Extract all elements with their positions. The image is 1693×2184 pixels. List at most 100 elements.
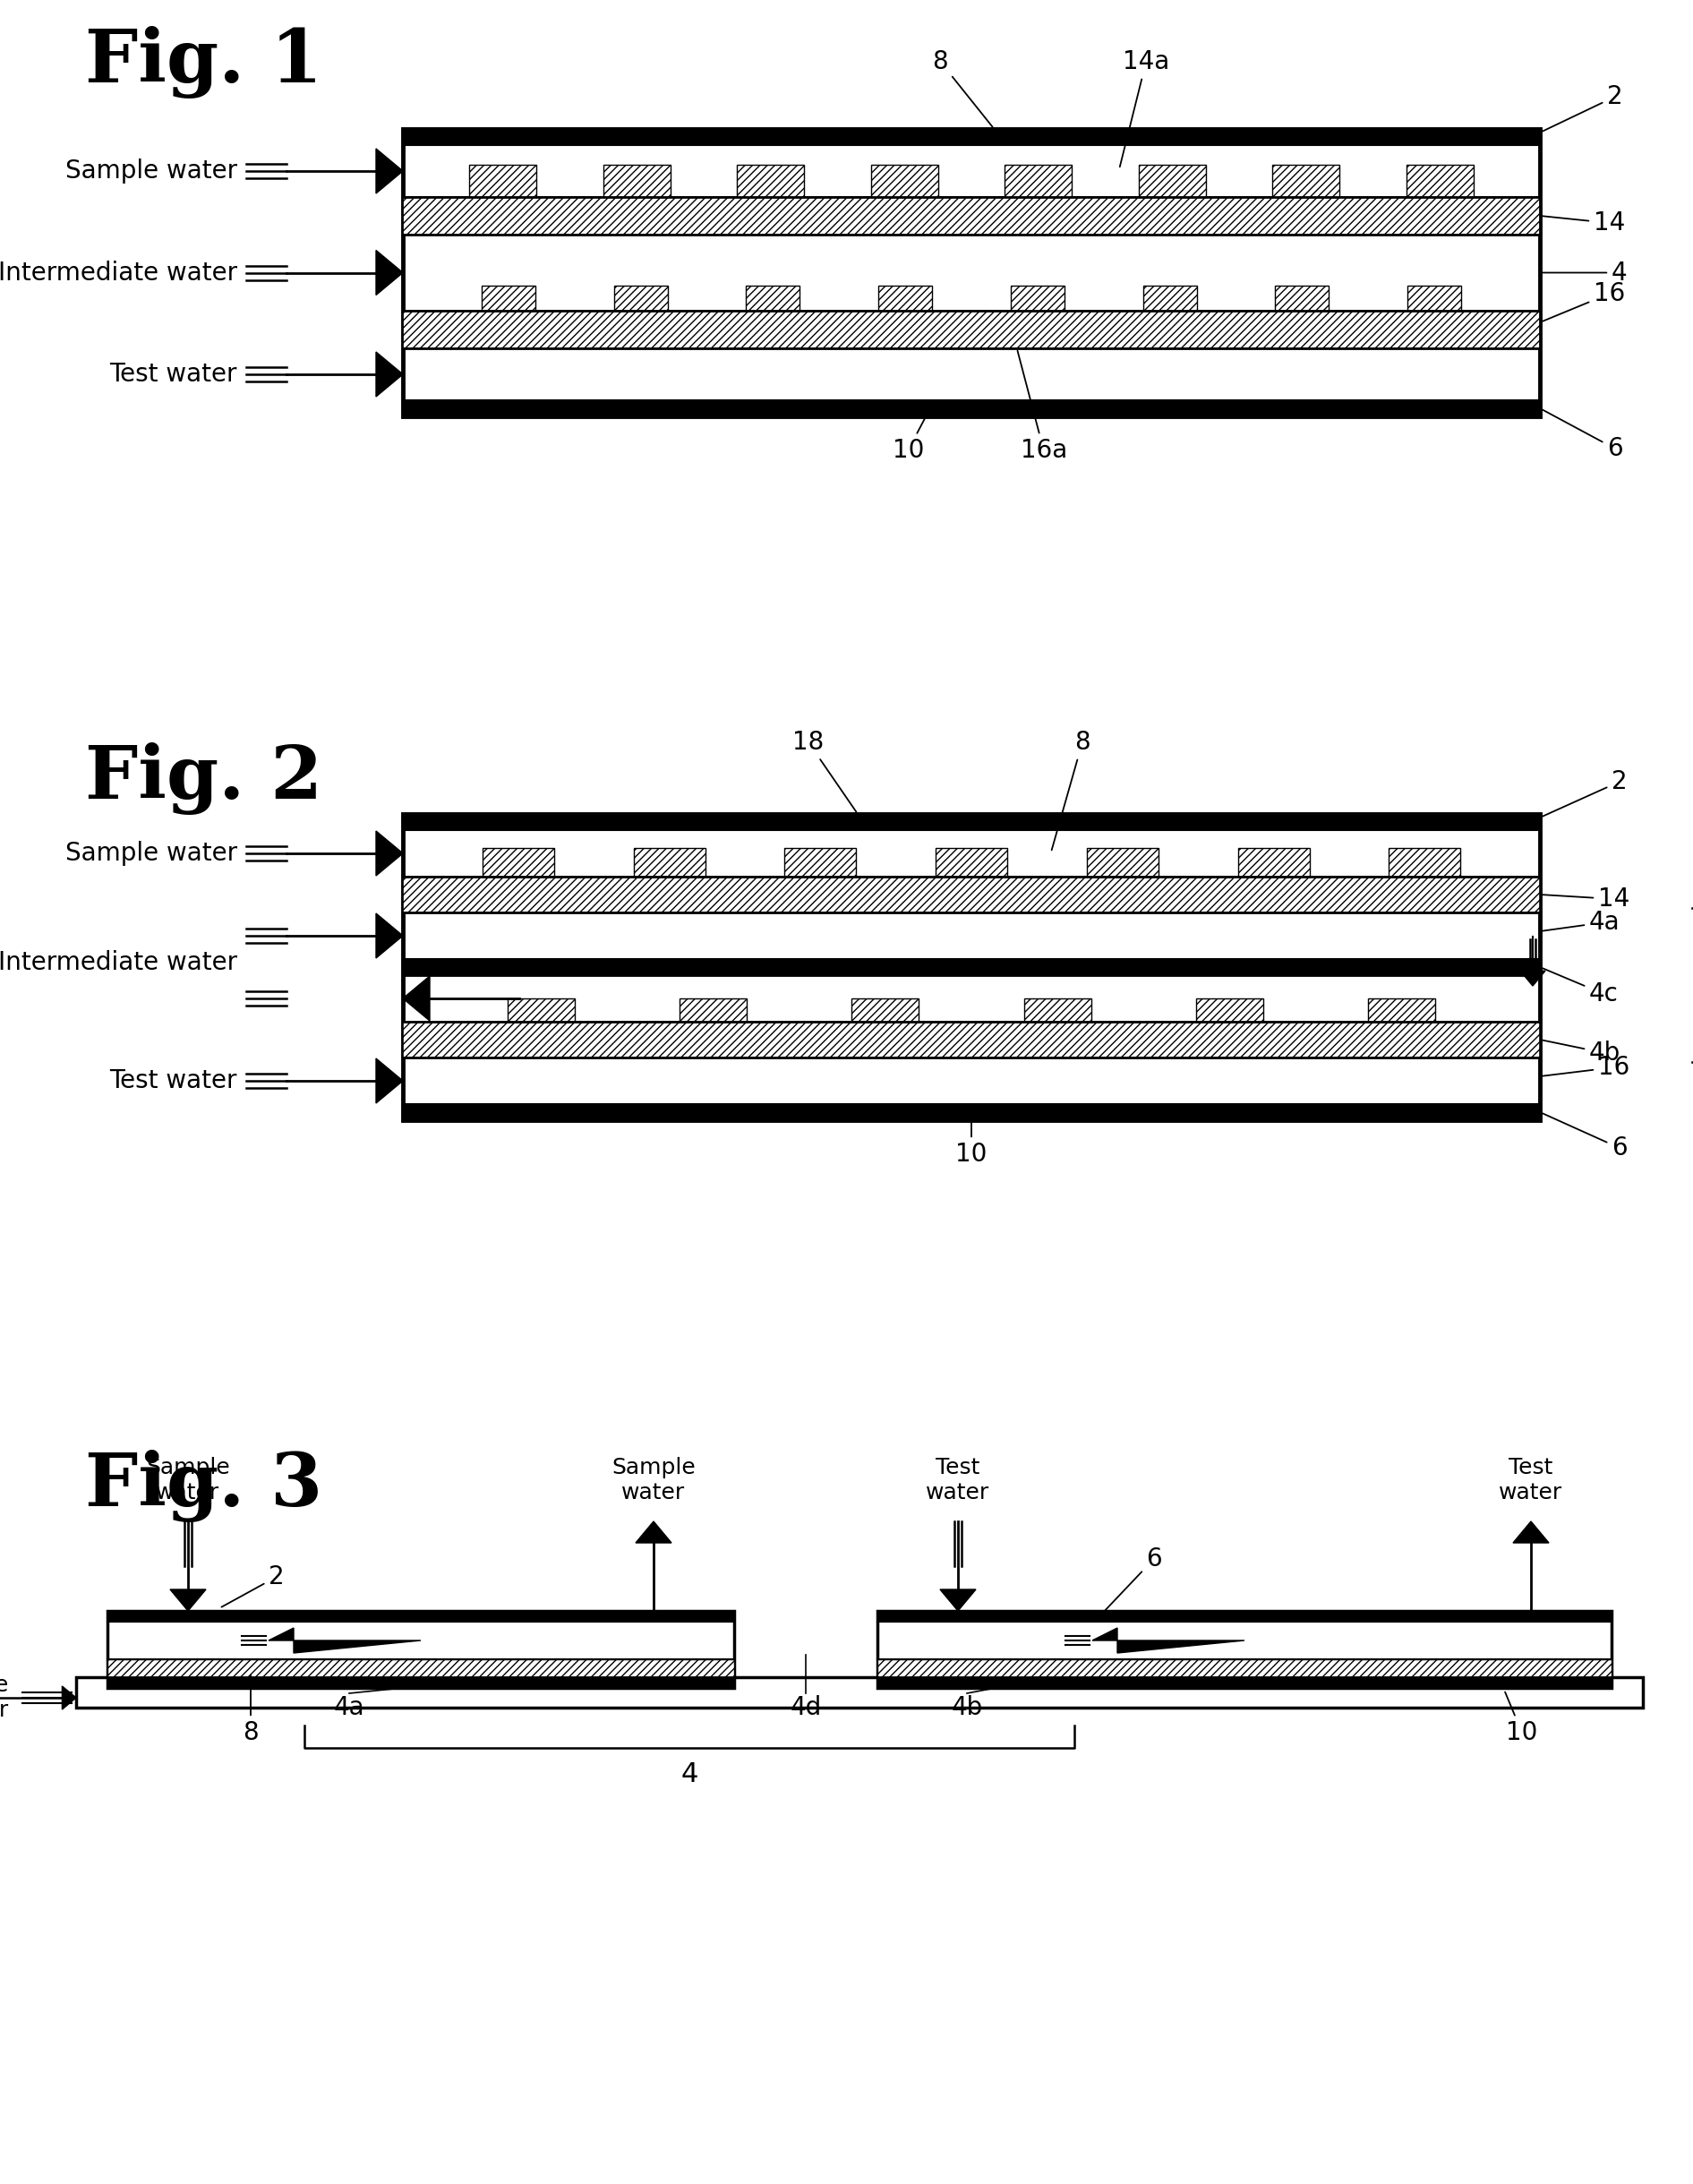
Bar — [877, 1612, 1612, 1688]
Bar — [107, 1612, 735, 1688]
Text: 14: 14 — [1542, 210, 1625, 236]
Text: 16: 16 — [1542, 1055, 1630, 1079]
Bar — [1087, 847, 1158, 876]
Bar — [1024, 998, 1090, 1022]
Text: 8: 8 — [933, 50, 992, 127]
Polygon shape — [376, 913, 403, 959]
Bar — [852, 998, 919, 1022]
Text: 2: 2 — [1542, 85, 1624, 131]
Bar — [403, 1022, 1541, 1057]
Bar — [747, 286, 799, 310]
Polygon shape — [1092, 1627, 1244, 1653]
Bar — [403, 876, 1541, 913]
Polygon shape — [1520, 972, 1546, 985]
Text: 14: 14 — [1542, 887, 1630, 911]
Text: 4: 4 — [1542, 260, 1627, 286]
Text: 10: 10 — [1505, 1693, 1537, 1745]
Bar — [483, 847, 554, 876]
Bar — [1275, 286, 1329, 310]
Bar — [403, 1105, 1541, 1120]
Polygon shape — [403, 976, 430, 1020]
Bar — [615, 286, 667, 310]
Text: Test
water: Test water — [926, 1457, 990, 1503]
Text: 16: 16 — [1542, 282, 1625, 321]
Bar — [403, 197, 1541, 234]
Text: 4b: 4b — [951, 1695, 982, 1721]
Bar — [1195, 998, 1263, 1022]
Bar — [603, 164, 670, 197]
Text: Fig. 3: Fig. 3 — [85, 1450, 323, 1522]
Text: Sample
water: Sample water — [611, 1457, 696, 1503]
Text: 4a: 4a — [334, 1695, 364, 1721]
Polygon shape — [376, 149, 403, 194]
Bar — [403, 959, 1541, 974]
Bar — [403, 129, 1541, 144]
Bar — [877, 1660, 1612, 1677]
Bar — [879, 286, 933, 310]
Text: 6: 6 — [1542, 1114, 1627, 1160]
Bar — [403, 310, 1541, 347]
Bar — [403, 400, 1541, 417]
Text: Fig. 2: Fig. 2 — [85, 743, 323, 815]
Bar — [403, 129, 1541, 417]
Text: 4b: 4b — [1542, 1040, 1620, 1066]
Text: 6: 6 — [1542, 411, 1624, 461]
Bar — [936, 847, 1007, 876]
Polygon shape — [376, 830, 403, 876]
Bar — [870, 164, 938, 197]
Bar — [736, 164, 804, 197]
Text: Intermediate
water: Intermediate water — [0, 1675, 8, 1721]
Text: 10: 10 — [892, 419, 924, 463]
Text: Sample
water: Sample water — [146, 1457, 230, 1503]
Bar — [1138, 164, 1205, 197]
Text: Sample water: Sample water — [66, 841, 237, 865]
Bar — [508, 998, 576, 1022]
Bar — [1368, 998, 1436, 1022]
Text: Sample water: Sample water — [66, 159, 237, 183]
Bar — [1011, 286, 1065, 310]
Text: 4c: 4c — [1542, 968, 1619, 1007]
Bar — [1273, 164, 1339, 197]
Bar — [76, 1677, 1642, 1708]
Text: 4a: 4a — [1542, 911, 1620, 935]
Bar — [681, 998, 747, 1022]
Text: Intermediate water: Intermediate water — [0, 260, 237, 286]
Polygon shape — [376, 251, 403, 295]
Bar — [1143, 286, 1197, 310]
Text: Test water: Test water — [110, 363, 237, 387]
Text: 16a: 16a — [1017, 352, 1067, 463]
Text: Intermediate water: Intermediate water — [0, 950, 237, 974]
Bar — [633, 847, 704, 876]
Polygon shape — [169, 1590, 207, 1612]
Bar — [877, 1612, 1612, 1623]
Bar — [1238, 847, 1309, 876]
Bar — [107, 1677, 735, 1688]
Polygon shape — [635, 1522, 672, 1542]
Bar — [481, 286, 535, 310]
Bar — [403, 815, 1541, 830]
Polygon shape — [1514, 1522, 1549, 1542]
Text: 18: 18 — [792, 729, 857, 812]
Text: 2: 2 — [222, 1564, 284, 1607]
Bar — [107, 1660, 735, 1677]
Bar — [1004, 164, 1072, 197]
Text: 8: 8 — [242, 1675, 259, 1745]
Bar — [469, 164, 537, 197]
Bar — [1388, 847, 1461, 876]
Text: 14a: 14a — [1119, 50, 1170, 166]
Text: 6: 6 — [1102, 1546, 1161, 1612]
Bar — [403, 815, 1541, 1120]
Bar — [784, 847, 857, 876]
Bar — [1407, 164, 1473, 197]
Text: 10: 10 — [955, 1123, 987, 1166]
Bar — [877, 1677, 1612, 1688]
Bar — [1407, 286, 1461, 310]
Polygon shape — [269, 1627, 422, 1653]
Text: 8: 8 — [1051, 729, 1090, 850]
Text: 4d: 4d — [791, 1695, 821, 1721]
Text: 4: 4 — [681, 1760, 698, 1787]
Polygon shape — [376, 1059, 403, 1103]
Bar — [107, 1612, 735, 1623]
Polygon shape — [940, 1590, 975, 1612]
Text: Test water: Test water — [110, 1068, 237, 1094]
